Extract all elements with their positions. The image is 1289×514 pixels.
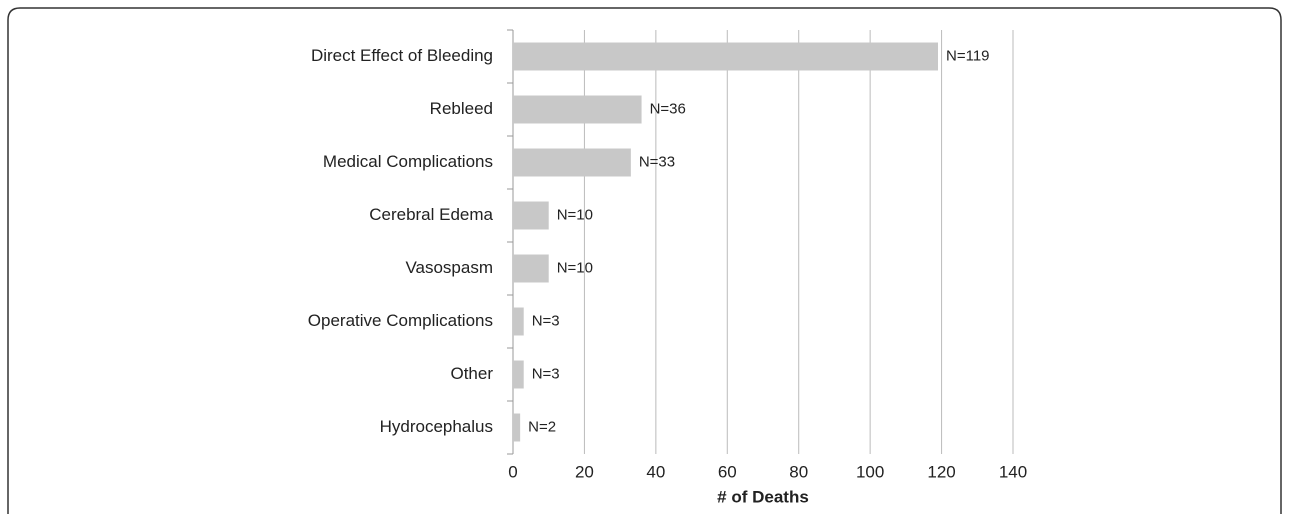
x-tick-label: 140 <box>999 462 1027 481</box>
x-axis-label: # of Deaths <box>717 487 809 506</box>
bar <box>513 307 524 336</box>
y-tick-label: Rebleed <box>430 99 493 118</box>
data-label: N=10 <box>557 259 593 276</box>
y-tick-label: Operative Complications <box>308 311 493 330</box>
x-tick-label: 20 <box>575 462 594 481</box>
y-tick-label: Direct Effect of Bleeding <box>311 46 493 65</box>
y-tick-label: Medical Complications <box>323 152 493 171</box>
y-tick-label: Hydrocephalus <box>380 417 493 436</box>
bar <box>513 413 521 442</box>
x-tick-label: 80 <box>789 462 808 481</box>
frame <box>7 7 1282 514</box>
y-tick-label: Cerebral Edema <box>369 205 493 224</box>
data-label: N=33 <box>639 153 675 170</box>
x-tick-label: 60 <box>718 462 737 481</box>
bar <box>513 254 549 283</box>
x-tick-label: 40 <box>646 462 665 481</box>
data-label: N=3 <box>532 312 560 329</box>
bar <box>513 360 524 389</box>
bar <box>513 148 631 177</box>
bar <box>513 201 549 230</box>
bar <box>513 95 642 124</box>
data-label: N=10 <box>557 206 593 223</box>
bar <box>513 42 938 71</box>
y-tick-label: Other <box>450 364 493 383</box>
x-tick-label: 0 <box>508 462 517 481</box>
data-label: N=2 <box>528 418 556 435</box>
data-label: N=36 <box>650 100 686 117</box>
x-tick-label: 100 <box>856 462 884 481</box>
data-label: N=119 <box>946 47 990 64</box>
data-label: N=3 <box>532 365 560 382</box>
x-tick-label: 120 <box>927 462 955 481</box>
y-tick-label: Vasospasm <box>405 258 493 277</box>
